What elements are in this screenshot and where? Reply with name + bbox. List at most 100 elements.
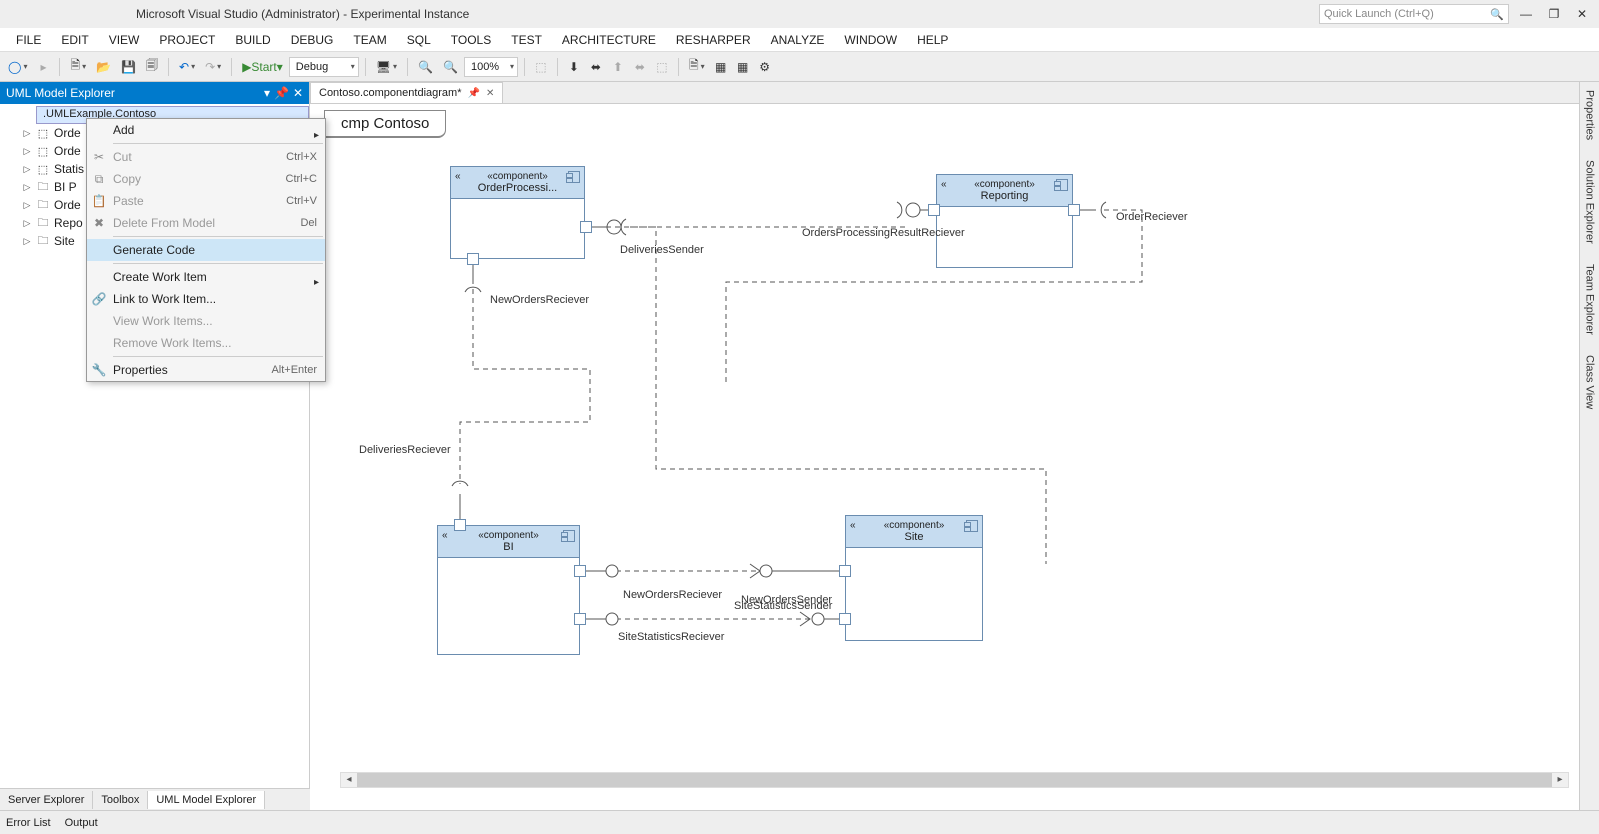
menu-architecture[interactable]: ARCHITECTURE	[552, 30, 666, 50]
menu-view[interactable]: VIEW	[99, 30, 150, 50]
team-explorer-tab[interactable]: Team Explorer	[1584, 260, 1596, 339]
expand-icon[interactable]: ▷	[22, 128, 32, 139]
expand-icon[interactable]: ▷	[22, 200, 32, 211]
collapse-icon[interactable]: «	[850, 520, 856, 531]
component-port[interactable]	[454, 519, 466, 531]
settings-button[interactable]: ⚙	[755, 56, 775, 78]
menu-build[interactable]: BUILD	[225, 30, 280, 50]
pin-icon[interactable]: 📌	[467, 88, 479, 99]
panel-title-bar[interactable]: UML Model Explorer ▾ 📌 ✕	[0, 82, 309, 104]
menu-resharper[interactable]: RESHARPER	[666, 30, 761, 50]
close-tab-icon[interactable]: ✕	[486, 88, 494, 99]
menu-sql[interactable]: SQL	[397, 30, 441, 50]
solution-explorer-tab[interactable]: Solution Explorer	[1584, 156, 1596, 248]
uml-component-site[interactable]: ««component»Site	[845, 515, 983, 641]
context-menu-item[interactable]: Create Work Item	[87, 266, 325, 288]
uml-component-bi[interactable]: ««component»BI	[437, 525, 580, 655]
expand-icon[interactable]: ▷	[22, 164, 32, 175]
restore-button[interactable]: ❐	[1543, 4, 1565, 24]
nav-back-button[interactable]: ◯	[4, 56, 31, 78]
menu-test[interactable]: TEST	[501, 30, 552, 50]
menu-file[interactable]: FILE	[6, 30, 51, 50]
save-all-button[interactable]: 🗐	[142, 56, 162, 78]
panel-pin-icon[interactable]: 📌	[274, 86, 289, 100]
uml-model-explorer-tab[interactable]: UML Model Explorer	[148, 791, 265, 809]
collapse-icon[interactable]: «	[442, 530, 448, 541]
component-icon	[1056, 179, 1068, 191]
save-button[interactable]: 💾	[117, 56, 140, 78]
horizontal-scrollbar[interactable]: ◂ ▸	[340, 772, 1569, 788]
zoom-in-button[interactable]: 🔍	[414, 56, 437, 78]
minimize-button[interactable]: —	[1515, 4, 1537, 24]
error-list-tab[interactable]: Error List	[6, 817, 51, 829]
component-port[interactable]	[1068, 204, 1080, 216]
quick-launch-input[interactable]: Quick Launch (Ctrl+Q) 🔍	[1319, 4, 1509, 24]
config-combo[interactable]: Debug	[289, 57, 359, 77]
output-tab[interactable]: Output	[65, 817, 98, 829]
context-menu[interactable]: Add✂CutCtrl+X⧉CopyCtrl+C📋PasteCtrl+V✖Del…	[86, 118, 326, 382]
close-button[interactable]: ✕	[1571, 4, 1593, 24]
distribute-button[interactable]: ⬌	[586, 56, 606, 78]
toolbar-separator	[524, 58, 525, 76]
start-button[interactable]: ▶ Start ▾	[238, 56, 287, 78]
menu-project[interactable]: PROJECT	[149, 30, 225, 50]
panel-close-icon[interactable]: ✕	[293, 86, 303, 100]
uml-component-op[interactable]: ««component»OrderProcessi...	[450, 166, 585, 259]
menu-analyze[interactable]: ANALYZE	[761, 30, 835, 50]
doc-button[interactable]: 🗎	[685, 56, 709, 78]
scroll-left-icon[interactable]: ◂	[341, 773, 357, 787]
server-explorer-tab[interactable]: Server Explorer	[0, 791, 93, 809]
document-tab[interactable]: Contoso.componentdiagram* 📌 ✕	[310, 82, 503, 103]
toolbar-separator	[59, 58, 60, 76]
align-button[interactable]: ⬇	[564, 56, 584, 78]
layout-button[interactable]: ⬚	[531, 56, 551, 78]
toolbox-tab[interactable]: Toolbox	[93, 791, 148, 809]
component-port[interactable]	[928, 204, 940, 216]
tree-item-label: Statis	[54, 162, 84, 176]
tb-icon-3[interactable]: ⬚	[652, 56, 672, 78]
menu-team[interactable]: TEAM	[343, 30, 396, 50]
uml-component-rep[interactable]: ««component»Reporting	[936, 174, 1073, 268]
new-project-button[interactable]: 🗎	[66, 56, 90, 78]
component-port[interactable]	[574, 613, 586, 625]
menu-item-icon: 🔧	[91, 363, 107, 377]
zoom-combo[interactable]: 100%	[464, 57, 518, 77]
component-port[interactable]	[839, 613, 851, 625]
redo-button[interactable]: ↷	[201, 56, 225, 78]
open-button[interactable]: 📂	[92, 56, 115, 78]
menu-window[interactable]: WINDOW	[834, 30, 907, 50]
menu-item-shortcut: Del	[300, 217, 317, 229]
undo-button[interactable]: ↶	[175, 56, 199, 78]
tb-icon-5[interactable]: ▦	[733, 56, 753, 78]
collapse-icon[interactable]: «	[455, 171, 461, 182]
tb-icon-2[interactable]: ⬌	[630, 56, 650, 78]
context-menu-item[interactable]: Add	[87, 119, 325, 141]
scroll-thumb[interactable]	[357, 773, 1552, 787]
context-menu-item[interactable]: Generate Code	[87, 239, 325, 261]
component-port[interactable]	[574, 565, 586, 577]
zoom-out-button[interactable]: 🔍	[439, 56, 462, 78]
component-port[interactable]	[839, 565, 851, 577]
component-port[interactable]	[467, 253, 479, 265]
uml-diagram-canvas[interactable]: cmp Contoso	[310, 104, 1579, 810]
expand-icon[interactable]: ▷	[22, 236, 32, 247]
expand-icon[interactable]: ▷	[22, 182, 32, 193]
properties-tab[interactable]: Properties	[1584, 86, 1596, 144]
expand-icon[interactable]: ▷	[22, 218, 32, 229]
context-menu-item[interactable]: 🔧PropertiesAlt+Enter	[87, 359, 325, 381]
menu-edit[interactable]: EDIT	[51, 30, 98, 50]
browser-button[interactable]: 🖥	[372, 56, 401, 78]
nav-forward-button[interactable]: ▸	[33, 56, 53, 78]
class-view-tab[interactable]: Class View	[1584, 351, 1596, 413]
tb-icon-1[interactable]: ⬆	[608, 56, 628, 78]
expand-icon[interactable]: ▷	[22, 146, 32, 157]
component-port[interactable]	[580, 221, 592, 233]
context-menu-item[interactable]: 🔗Link to Work Item...	[87, 288, 325, 310]
collapse-icon[interactable]: «	[941, 179, 947, 190]
menu-debug[interactable]: DEBUG	[281, 30, 344, 50]
menu-help[interactable]: HELP	[907, 30, 958, 50]
menu-tools[interactable]: TOOLS	[441, 30, 501, 50]
tb-icon-4[interactable]: ▦	[711, 56, 731, 78]
panel-dropdown-icon[interactable]: ▾	[264, 86, 270, 100]
scroll-right-icon[interactable]: ▸	[1552, 773, 1568, 787]
